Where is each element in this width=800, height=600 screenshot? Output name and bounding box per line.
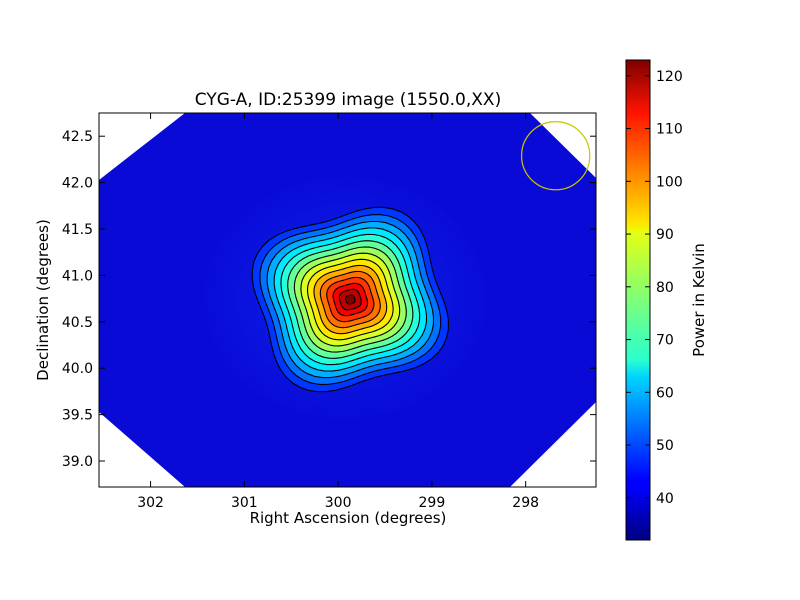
colorbar-tick-label: 50 (656, 438, 674, 454)
contour-line (313, 264, 388, 335)
x-tick-label: 300 (325, 495, 352, 511)
colorbar-tick-label: 110 (656, 122, 683, 138)
x-axis-label: Right Ascension (degrees) (250, 509, 447, 527)
contour-line (266, 220, 435, 379)
y-tick-label: 40.0 (62, 361, 93, 377)
colorbar-tick-label: 100 (656, 174, 683, 190)
y-tick-label: 42.0 (62, 176, 93, 192)
contour-line (280, 233, 421, 366)
contours (251, 206, 449, 393)
colorbar-tick-label: 60 (656, 385, 674, 401)
y-tick-label: 42.5 (62, 129, 93, 145)
colorbar-tick-label: 80 (656, 280, 674, 296)
colorbar-tick-label: 90 (656, 227, 674, 243)
y-tick-label: 40.5 (62, 315, 93, 331)
colorbar-ticks: 40 50 60 70 80 90 100 110 120 (626, 69, 683, 507)
plot-area (99, 113, 596, 487)
contour-line (273, 227, 428, 372)
contour-line (306, 258, 394, 341)
y-ticks: 39.0 39.5 40.0 40.5 41.0 41.5 42.0 42.5 (62, 129, 596, 470)
colorbar-tick-label: 40 (656, 491, 674, 507)
colorbar-gradient (625, 59, 651, 541)
chart-title: CYG-A, ID:25399 image (1550.0,XX) (195, 90, 501, 110)
colorbar: 40 50 60 70 80 90 100 110 120 Power in Kelvin (625, 59, 708, 541)
y-tick-label: 39.5 (62, 408, 93, 424)
x-tick-label: 299 (419, 495, 446, 511)
x-tick-label: 301 (231, 495, 258, 511)
x-tick-label: 302 (137, 495, 164, 511)
y-axis-label: Declination (degrees) (34, 219, 52, 381)
source-level-fill (345, 295, 355, 304)
contour-line (287, 240, 414, 359)
y-tick-label: 41.5 (62, 222, 93, 238)
x-tick-label: 298 (512, 495, 539, 511)
colorbar-tick-label: 120 (656, 69, 683, 85)
source-layers (252, 207, 449, 392)
contour-line (332, 282, 369, 317)
contour-line (300, 252, 401, 347)
colorbar-label: Power in Kelvin (690, 243, 708, 357)
contour-line (259, 214, 442, 385)
beam-circle (520, 121, 591, 191)
contour-line (251, 206, 449, 393)
plot-frame (98, 112, 597, 488)
contour-line (326, 276, 375, 323)
contour-line (293, 246, 407, 353)
y-tick-label: 39.0 (62, 454, 93, 470)
y-tick-label: 41.0 (62, 268, 93, 284)
x-ticks: 302 301 300 299 298 (137, 113, 539, 511)
contour-line (345, 294, 356, 305)
contour-line (338, 288, 362, 311)
contour-line (319, 270, 381, 329)
colorbar-tick-label: 70 (656, 333, 674, 349)
